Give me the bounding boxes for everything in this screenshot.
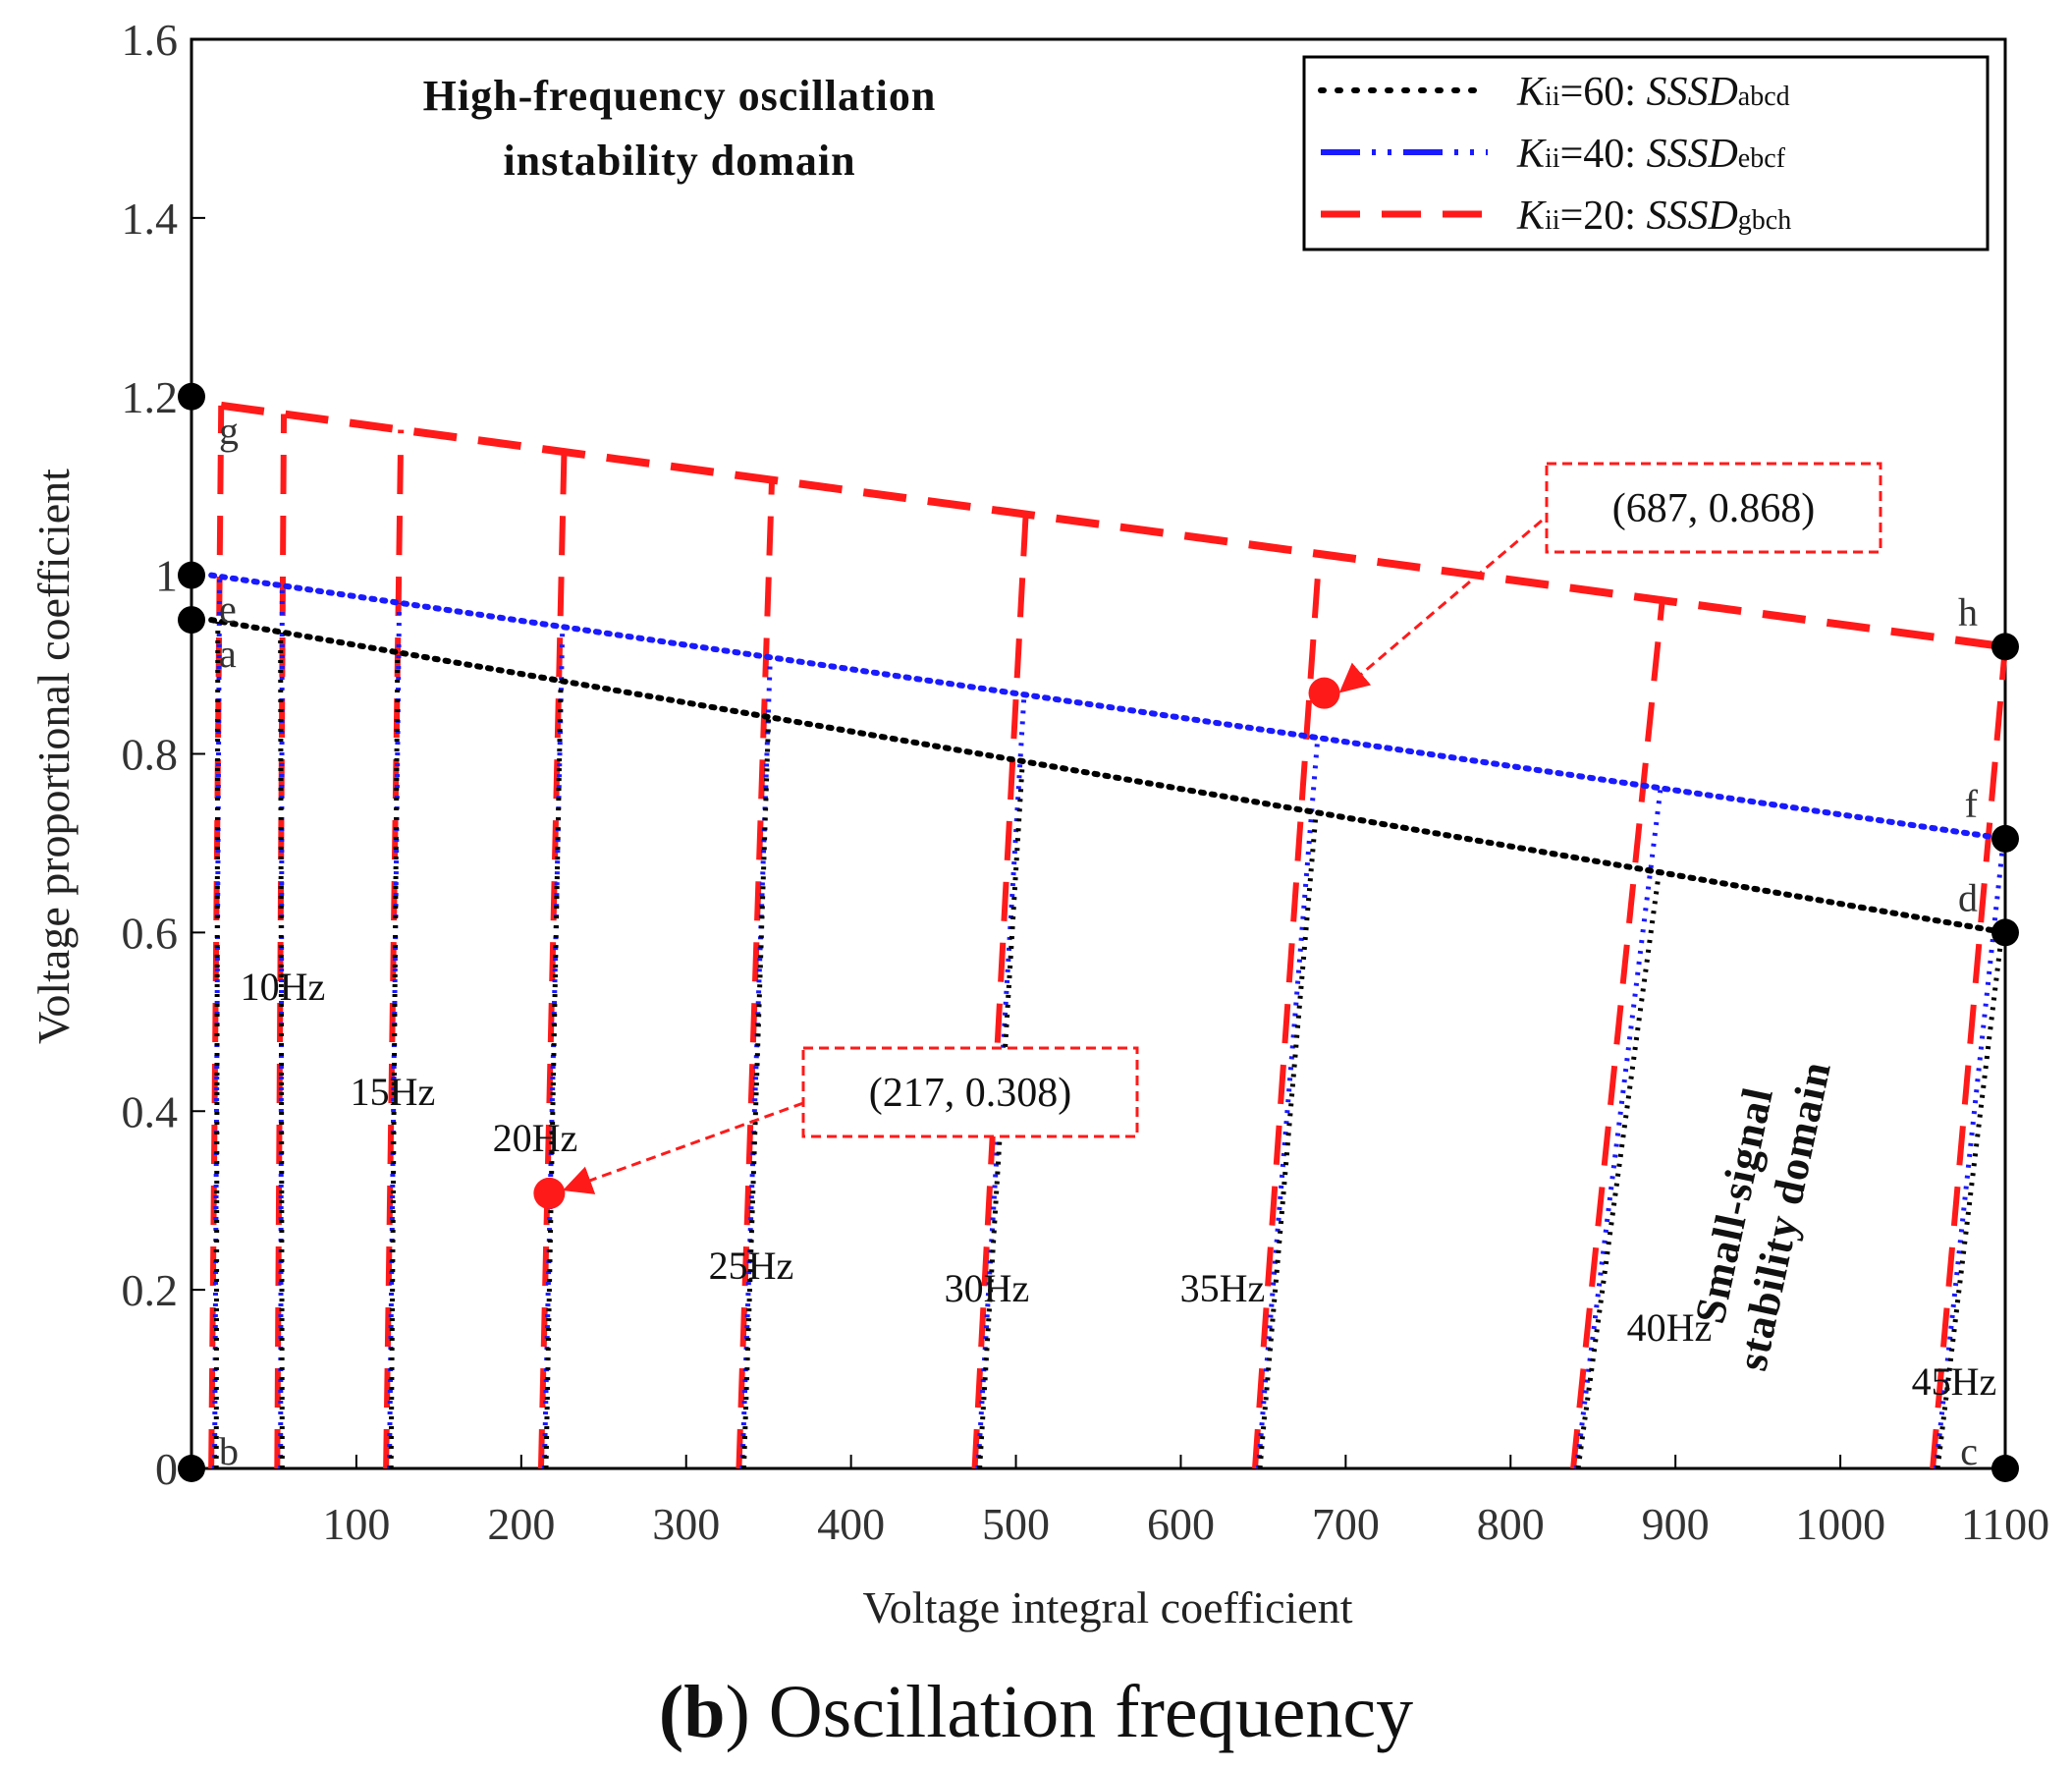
annotation-point — [1308, 677, 1340, 709]
x-tick-label: 500 — [982, 1499, 1050, 1549]
y-tick-label: 0.6 — [122, 908, 179, 958]
legend-entry-kii40: Kii=40: SSSDebcf — [1516, 132, 1786, 177]
point-c — [1991, 1455, 2019, 1482]
freq-line-kii20 — [1570, 599, 1665, 1469]
annotation-point — [533, 1177, 566, 1209]
y-tick-label: 0.2 — [122, 1265, 179, 1315]
freq-line-kii60 — [543, 681, 564, 1469]
annotation-label: (217, 0.308) — [869, 1071, 1071, 1116]
point-label-h: h — [1958, 589, 1978, 634]
point-label-f: f — [1965, 782, 1979, 826]
y-tick-label: 0.8 — [122, 730, 179, 780]
freq-label: 15Hz — [351, 1070, 436, 1114]
boundary-kii60 — [208, 617, 2008, 936]
annotation-label: (687, 0.868) — [1612, 486, 1815, 531]
point-a — [178, 606, 205, 635]
x-tick-label: 400 — [817, 1499, 885, 1549]
freq-label: 30Hz — [945, 1266, 1030, 1310]
freq-line-kii20 — [736, 479, 776, 1469]
oscillation-frequency-chart: 100 200 300 400 500 600 700 800 900 1000 1100 0 0.2 0… — [28, 15, 2049, 1632]
y-tick-label: 1 — [155, 551, 178, 601]
y-tick-label: 1.6 — [122, 15, 179, 65]
region-title-line2: instability domain — [503, 137, 855, 185]
point-e — [178, 561, 205, 589]
x-tick-label: 1000 — [1795, 1499, 1885, 1549]
x-tick-label: 800 — [1477, 1499, 1545, 1549]
point-label-e: e — [219, 587, 237, 632]
point-label-c: c — [1960, 1429, 1978, 1473]
x-tick-label: 200 — [487, 1499, 555, 1549]
annotation-arrow — [562, 1101, 804, 1194]
y-tick-label: 0.4 — [122, 1086, 179, 1136]
freq-line-kii60 — [213, 621, 221, 1469]
boundary-kii20 — [220, 401, 2006, 651]
freq-line-kii40 — [541, 627, 566, 1469]
freq-line-kii20 — [537, 451, 568, 1469]
annotation-box — [1545, 462, 1882, 554]
caption-text: ) Oscillation frequency — [725, 1671, 1414, 1753]
point-label-g: g — [219, 409, 239, 453]
point-label-b: b — [219, 1429, 239, 1473]
freq-line-kii60 — [740, 717, 772, 1469]
freq-line-kii60 — [388, 652, 401, 1469]
x-tick-label: 900 — [1642, 1499, 1710, 1549]
freq-line-kii20 — [1252, 553, 1323, 1469]
point-label-d: d — [1958, 875, 1978, 919]
freq-line-kii60 — [1257, 812, 1319, 1469]
point-d — [1991, 918, 2019, 947]
x-axis-label: Voltage integral coefficient — [863, 1582, 1353, 1632]
point-label-a: a — [219, 632, 237, 676]
freq-line-kii60 — [1575, 872, 1662, 1469]
freq-line-kii20 — [1930, 646, 2008, 1469]
freq-line-kii60 — [278, 632, 285, 1469]
freq-line-kii20 — [971, 514, 1029, 1469]
y-tick-label: 1.2 — [122, 372, 179, 422]
freq-line-kii40 — [1573, 788, 1663, 1469]
freq-line-kii40 — [278, 585, 285, 1469]
freq-line-kii40 — [212, 577, 223, 1469]
freq-label: 10Hz — [241, 965, 326, 1009]
point-f — [1991, 824, 2019, 853]
legend: Kii=60: SSSDabcd Kii=40: SSSDebcf Kii=20… — [1302, 55, 1990, 251]
annotation-arrow — [1338, 519, 1543, 693]
boundary-kii40 — [208, 572, 2008, 842]
x-tick-label: 300 — [652, 1499, 720, 1549]
freq-line-kii60 — [1935, 932, 2005, 1469]
freq-line-kii20 — [274, 414, 288, 1469]
x-tick-label: 700 — [1312, 1499, 1380, 1549]
freq-line-kii20 — [208, 405, 225, 1469]
point-h — [1991, 633, 2019, 661]
x-tick-label: 1100 — [1961, 1499, 2049, 1549]
annotation-box — [801, 1046, 1139, 1138]
freq-label: 35Hz — [1180, 1266, 1266, 1310]
x-tick-label: 100 — [322, 1499, 390, 1549]
freq-label: 20Hz — [493, 1116, 578, 1160]
legend-entry-kii60: Kii=60: SSSDabcd — [1516, 70, 1790, 115]
y-tick-label: 1.4 — [122, 194, 179, 244]
y-axis-label: Voltage proportional coefficient — [28, 469, 79, 1044]
point-b — [178, 1455, 205, 1482]
x-tick-label: 600 — [1147, 1499, 1215, 1549]
region-title-line1: High-frequency oscillation — [423, 72, 937, 120]
freq-label: 40Hz — [1627, 1305, 1713, 1350]
freq-label: 25Hz — [709, 1244, 794, 1288]
y-tick-label: 0 — [155, 1444, 178, 1494]
legend-entry-kii20: Kii=20: SSSDgbch — [1516, 194, 1791, 239]
figure-caption: (b) Oscillation frequency — [0, 1670, 2072, 1755]
point-g — [178, 382, 205, 411]
caption-letter: (b — [658, 1671, 726, 1753]
freq-label: 45Hz — [1912, 1359, 1997, 1404]
